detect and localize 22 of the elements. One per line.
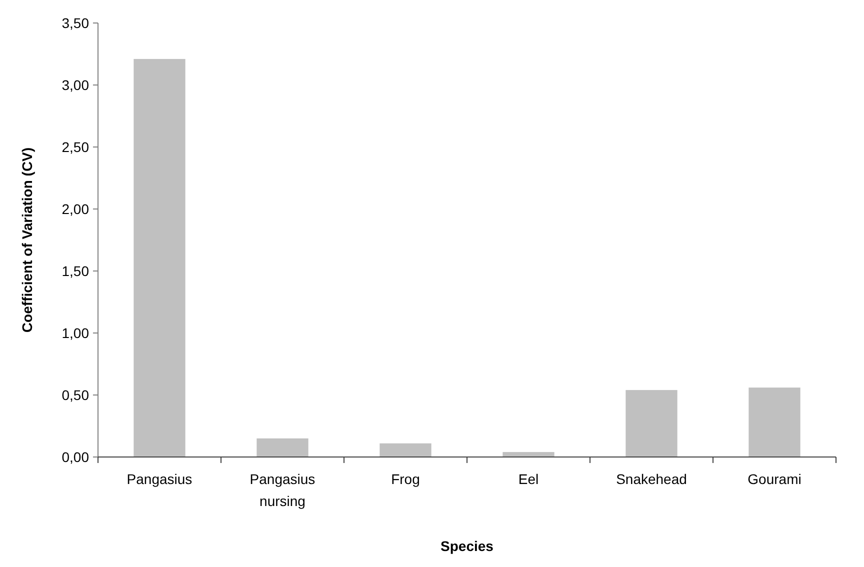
bar xyxy=(380,443,432,457)
y-tick-label: 2,00 xyxy=(62,200,90,217)
x-tick-label: Eel xyxy=(518,471,539,487)
bar xyxy=(626,390,678,457)
y-tick-label: 0,50 xyxy=(62,386,90,403)
bar xyxy=(748,388,800,457)
bar xyxy=(256,438,308,457)
y-tick-label: 3,50 xyxy=(62,14,90,31)
x-axis-title: Species xyxy=(440,538,494,554)
x-tick-label: Gourami xyxy=(748,471,802,487)
bar xyxy=(502,452,554,457)
x-tick-label: Pangasius xyxy=(126,471,192,487)
x-tick-label: Frog xyxy=(391,471,420,487)
y-tick-label: 1,00 xyxy=(62,324,90,341)
y-axis-title: Coefficient of Variation (CV) xyxy=(19,147,35,333)
x-tick-label: Pangasius nursing xyxy=(250,471,316,509)
y-tick-label: 1,50 xyxy=(62,262,90,279)
bar xyxy=(134,58,186,457)
y-tick-label: 2,50 xyxy=(62,138,90,155)
x-tick-label: Snakehead xyxy=(616,471,687,487)
y-tick-label: 3,00 xyxy=(62,76,90,93)
y-tick-label: 0,00 xyxy=(62,448,90,465)
